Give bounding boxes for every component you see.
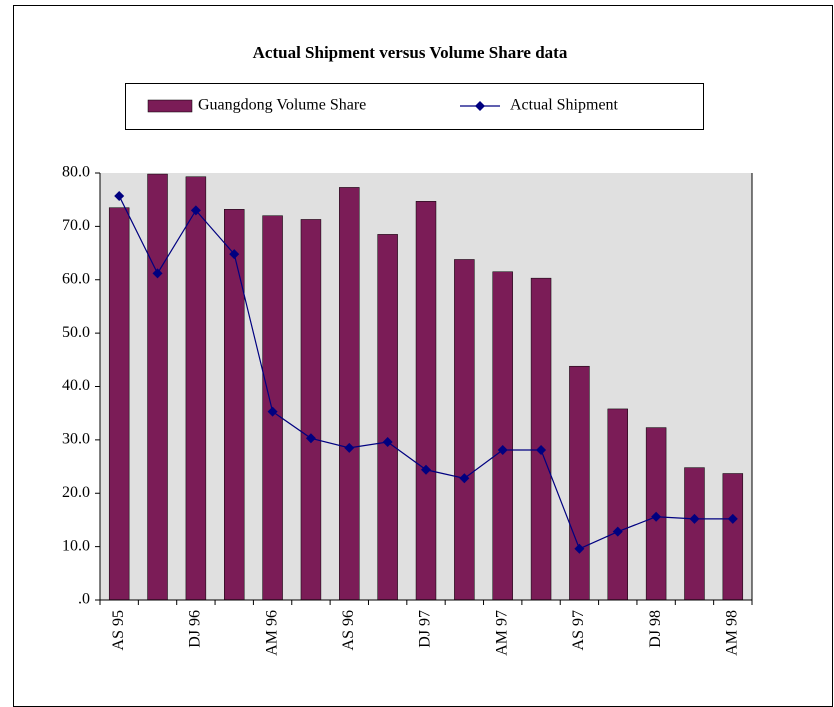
marker — [305, 433, 316, 444]
y-tick-label: 60.0 — [62, 270, 90, 287]
legend-swatch — [147, 99, 193, 113]
x-tick-label: AS 95 — [110, 610, 127, 650]
legend-label: Actual Shipment — [510, 97, 619, 114]
marker — [651, 511, 662, 522]
x-tick-label: DJ 97 — [417, 610, 434, 648]
marker — [727, 513, 738, 524]
bar — [492, 271, 513, 601]
marker — [229, 249, 240, 260]
y-tick-label: 50.0 — [62, 324, 90, 341]
bar — [339, 187, 360, 601]
x-tick-label: AM 96 — [263, 610, 280, 656]
marker — [382, 437, 393, 448]
y-tick-label: 70.0 — [62, 217, 90, 234]
y-tick-label: 10.0 — [62, 537, 90, 554]
bar — [224, 209, 245, 601]
legend-label: Guangdong Volume Share — [198, 97, 366, 114]
y-tick-label: 30.0 — [62, 431, 90, 448]
bar — [454, 259, 475, 601]
chart-title: Actual Shipment versus Volume Share data — [253, 43, 568, 62]
x-tick-label: AM 97 — [493, 610, 510, 656]
bar — [377, 234, 398, 601]
marker — [114, 190, 125, 201]
y-tick-label: .0 — [78, 591, 90, 608]
bar — [185, 176, 207, 601]
bar — [530, 277, 552, 601]
x-tick-label: DJ 98 — [647, 610, 664, 648]
bar — [147, 173, 168, 601]
marker — [689, 513, 700, 524]
legend-marker — [475, 101, 485, 111]
marker — [421, 464, 431, 475]
marker — [459, 473, 470, 484]
x-tick-label: AS 97 — [570, 610, 587, 650]
marker — [267, 406, 278, 417]
x-tick-label: DJ 96 — [187, 610, 204, 648]
bar — [300, 219, 322, 601]
bar — [684, 467, 705, 601]
x-tick-label: AM 98 — [723, 610, 740, 656]
y-tick-label: 40.0 — [62, 377, 90, 394]
marker — [536, 445, 547, 456]
bar — [415, 201, 437, 601]
bar — [722, 473, 744, 601]
marker — [574, 543, 585, 554]
y-tick-label: 80.0 — [62, 164, 90, 181]
marker — [344, 442, 355, 453]
y-tick-label: 20.0 — [62, 484, 90, 501]
bar — [607, 408, 628, 601]
marker — [612, 526, 623, 537]
marker — [152, 268, 163, 279]
marker — [497, 445, 508, 456]
x-tick-label: AS 96 — [340, 610, 357, 650]
marker — [190, 205, 201, 216]
bar — [569, 365, 590, 601]
legend-box — [125, 83, 704, 130]
bar — [108, 207, 130, 601]
